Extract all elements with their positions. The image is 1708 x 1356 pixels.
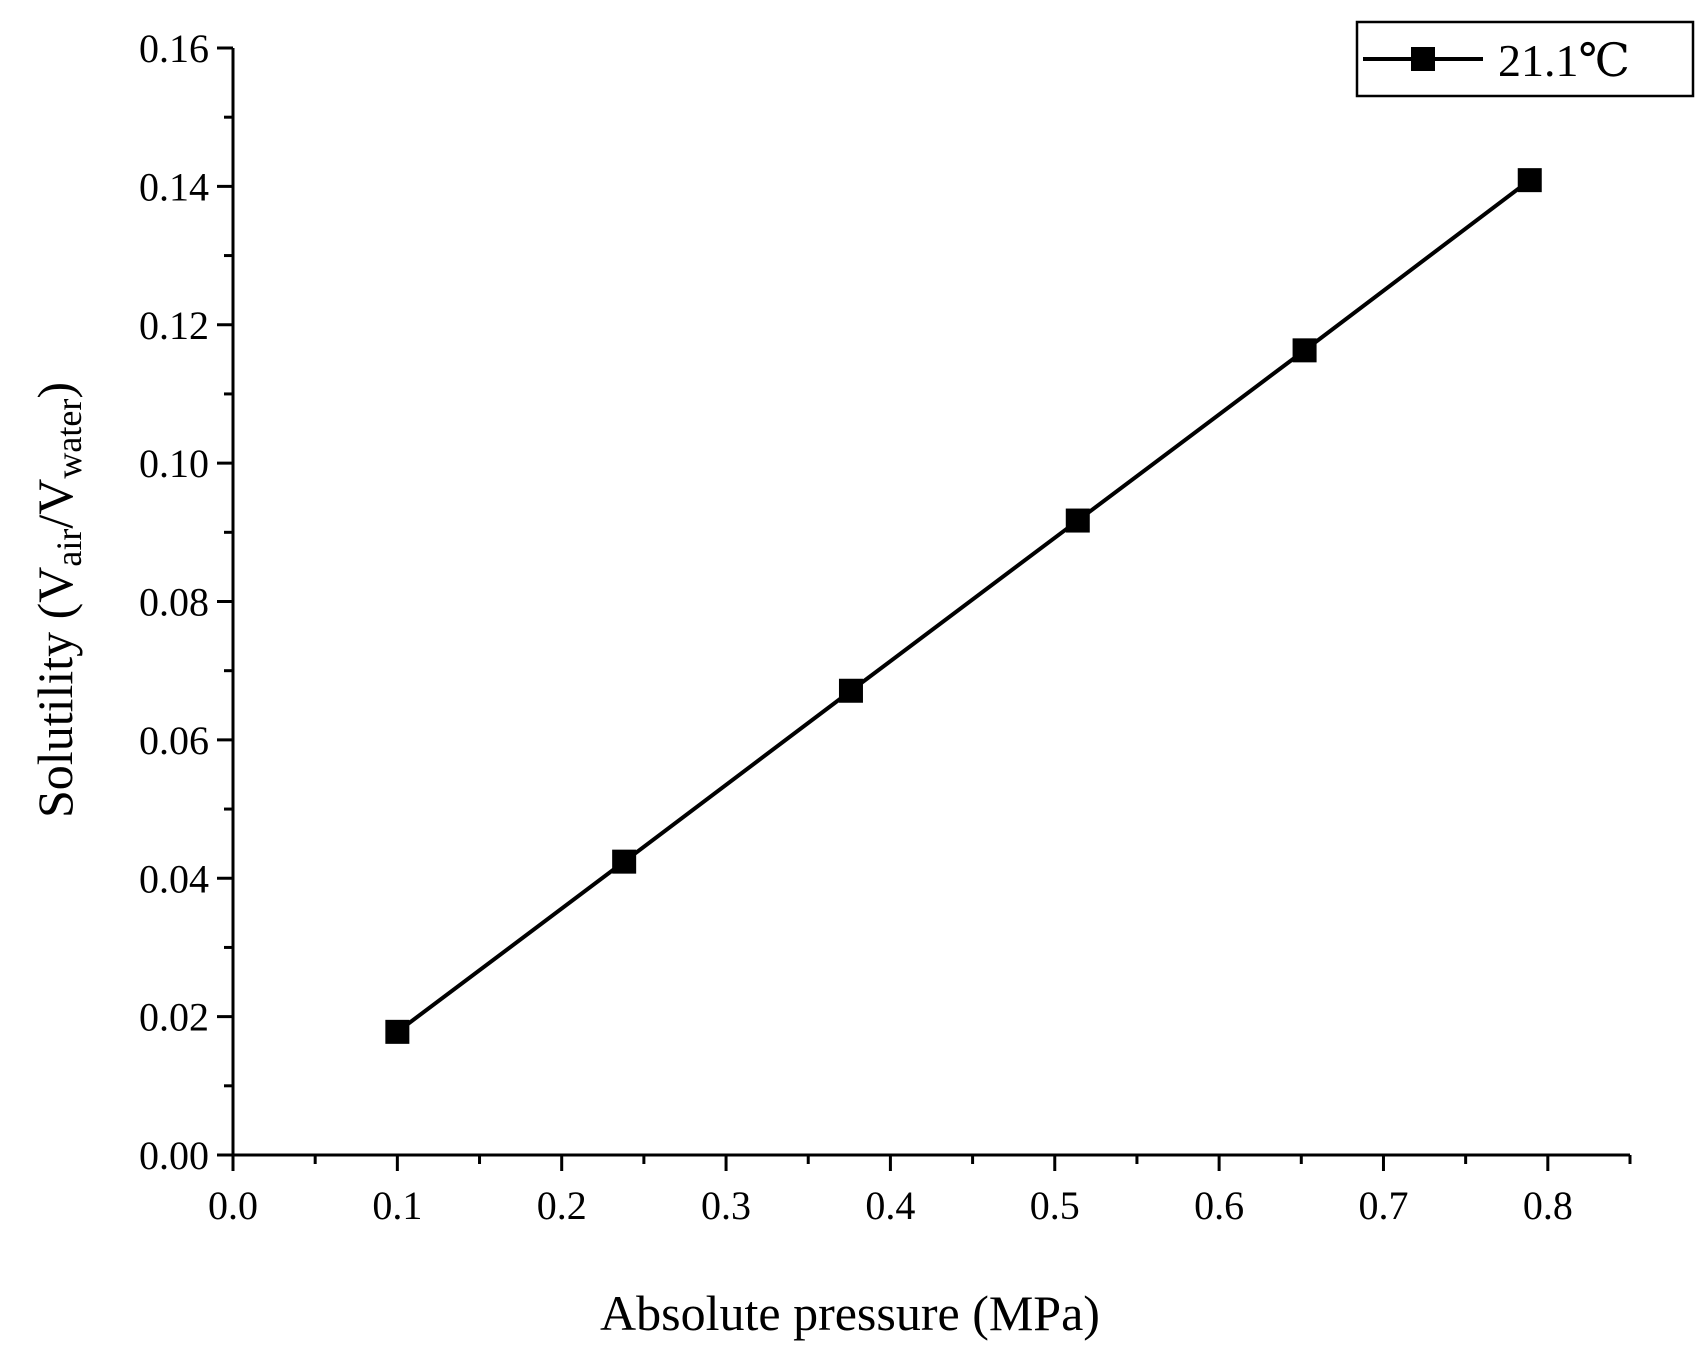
data-point	[1292, 338, 1317, 363]
y-tick-label: 0.12	[139, 303, 209, 348]
data-point	[838, 678, 863, 703]
data-point	[612, 849, 637, 874]
y-tick-label: 0.14	[139, 164, 209, 209]
legend-label: 21.1℃	[1498, 35, 1630, 86]
x-axis-title: Absolute pressure (MPa)	[600, 1285, 1100, 1341]
y-tick-label: 0.16	[139, 26, 209, 71]
x-tick-label: 0.2	[537, 1183, 587, 1228]
y-axis-title-suffix: )	[27, 382, 83, 399]
x-tick-label: 0.0	[208, 1183, 258, 1228]
legend: 21.1℃	[1355, 20, 1695, 98]
y-tick-label: 0.04	[139, 856, 209, 901]
y-tick-label: 0.10	[139, 441, 209, 486]
x-tick-label: 0.8	[1523, 1183, 1573, 1228]
y-axis-title-sub-air: air	[49, 529, 89, 567]
y-axis-title-middle: /V	[27, 479, 83, 529]
x-tick-label: 0.6	[1194, 1183, 1244, 1228]
y-axis-title: Solutility (Vair/Vwater)	[27, 382, 89, 818]
y-tick-label: 0.08	[139, 580, 209, 625]
data-point	[385, 1019, 410, 1044]
series-line	[396, 178, 1531, 1034]
y-axis-title-sub-water: water	[49, 399, 89, 479]
x-tick-label: 0.7	[1358, 1183, 1408, 1228]
series-layer	[385, 168, 1542, 1044]
x-tick-label: 0.1	[372, 1183, 422, 1228]
y-axis-title-prefix: Solutility (V	[27, 567, 83, 818]
x-tick-label: 0.5	[1030, 1183, 1080, 1228]
y-tick-label: 0.02	[139, 995, 209, 1040]
legend-marker	[1411, 47, 1435, 71]
y-tick-label: 0.00	[139, 1133, 209, 1178]
x-tick-label: 0.3	[701, 1183, 751, 1228]
data-point	[1065, 508, 1090, 533]
y-axis-ticks: 0.00 0.02 0.04 0.06 0.08 0.10 0.12 0.14 0.16	[139, 26, 233, 1178]
data-point	[1517, 168, 1542, 193]
y-tick-label: 0.06	[139, 718, 209, 763]
x-tick-label: 0.4	[865, 1183, 915, 1228]
x-axis-ticks: 0.0 0.1 0.2 0.3 0.4 0.5 0.6 0.7 0.8	[208, 1155, 1632, 1228]
